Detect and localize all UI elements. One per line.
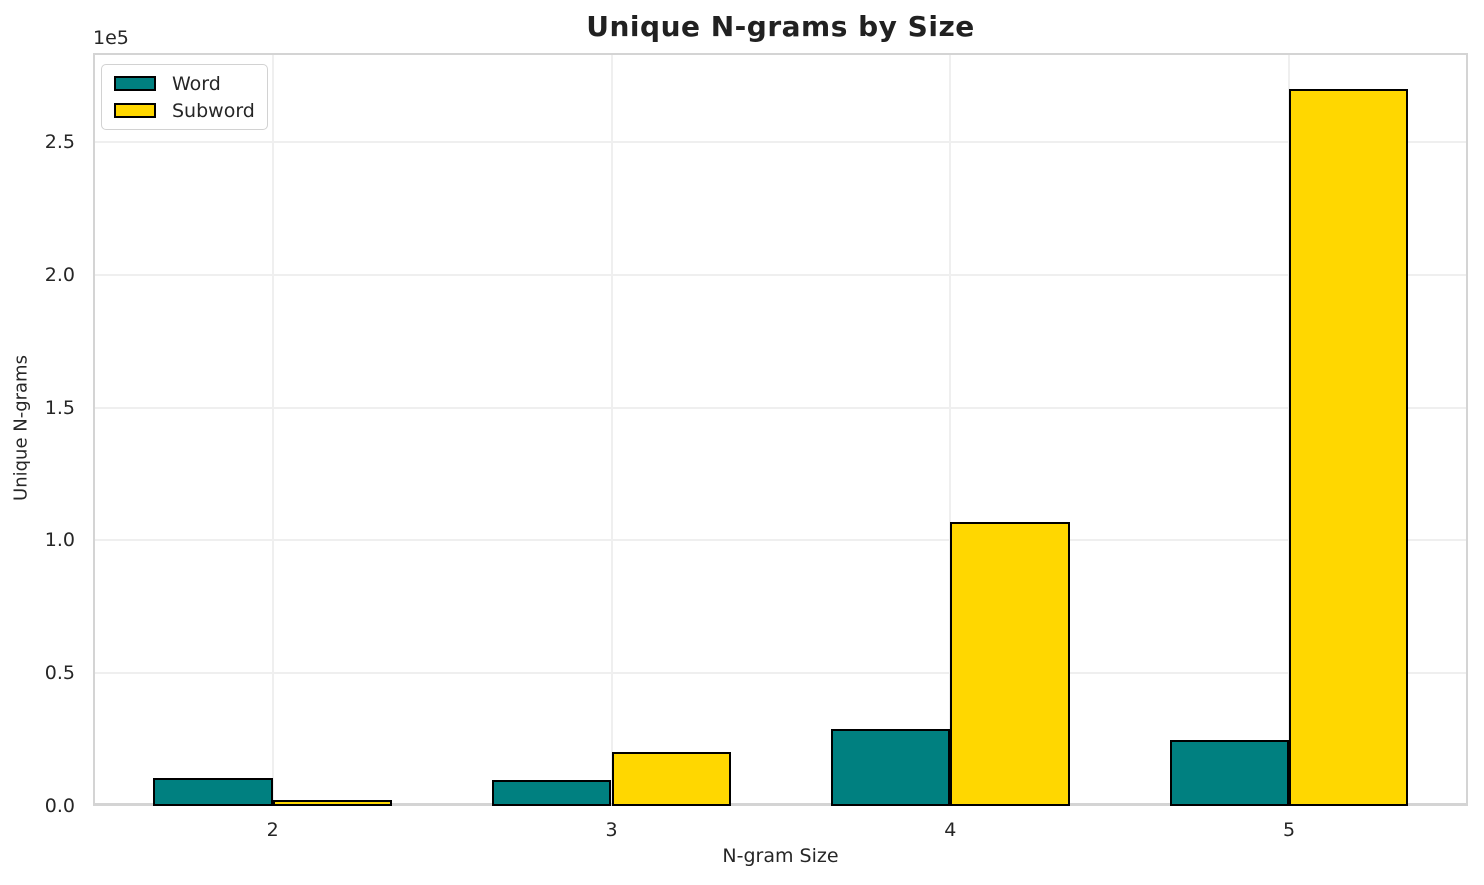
y-axis-label: Unique N-grams	[10, 355, 32, 501]
legend: Word Subword	[101, 64, 268, 130]
legend-label: Subword	[172, 99, 255, 122]
axis-spine-bottom	[93, 803, 1468, 806]
axis-spine-top	[93, 53, 1468, 55]
x-tick-label: 3	[605, 819, 618, 841]
gridline-vertical	[610, 53, 613, 806]
gridline-vertical	[949, 53, 952, 806]
axis-spine-left	[93, 53, 95, 806]
x-axis-label: N-gram Size	[722, 845, 839, 867]
bar-subword-3	[611, 751, 731, 806]
y-tick-label: 2.5	[44, 130, 75, 153]
y-tick-label: 0.5	[44, 662, 75, 685]
y-axis-offset-label: 1e5	[93, 27, 129, 49]
bar-word-2	[153, 778, 273, 806]
plot-area: Word Subword	[93, 53, 1468, 806]
gridline-horizontal	[93, 672, 1468, 675]
y-tick-label: 2.0	[44, 263, 75, 286]
axis-spine-right	[1466, 53, 1468, 806]
x-tick-label: 5	[1283, 819, 1296, 841]
bar-word-4	[830, 728, 951, 806]
bar-subword-5	[1289, 88, 1409, 806]
legend-label: Word	[172, 72, 221, 95]
legend-swatch-word	[114, 76, 156, 91]
x-tick-label: 4	[944, 819, 957, 841]
gridline-horizontal	[93, 406, 1468, 409]
legend-item: Subword	[114, 97, 255, 124]
gridline-horizontal	[93, 539, 1468, 542]
y-tick-label: 0.0	[44, 795, 75, 817]
bar-word-5	[1169, 739, 1290, 806]
gridline-horizontal	[93, 140, 1468, 143]
y-tick-label: 1.5	[44, 396, 75, 419]
x-tick-label: 2	[266, 819, 279, 841]
gridline-vertical	[271, 53, 274, 806]
legend-item: Word	[114, 70, 255, 97]
bar-subword-2	[272, 799, 393, 806]
bar-subword-4	[950, 521, 1070, 806]
gridline-horizontal	[93, 273, 1468, 276]
legend-swatch-subword	[114, 103, 156, 118]
y-tick-label: 1.0	[44, 529, 75, 552]
chart-title: Unique N-grams by Size	[586, 10, 975, 43]
bar-word-3	[492, 779, 612, 806]
